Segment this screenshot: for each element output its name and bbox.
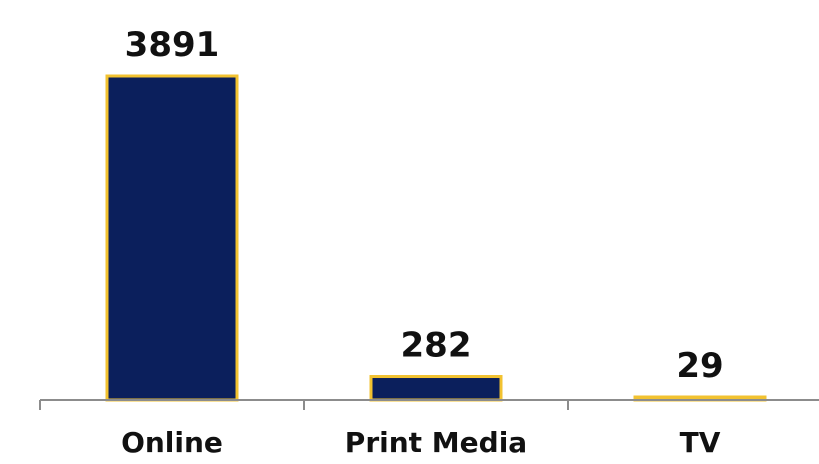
x-axis-ticks-group — [39, 400, 569, 410]
value-label: 282 — [401, 326, 472, 366]
value-label: 29 — [676, 346, 723, 386]
bars-group — [105, 74, 767, 402]
value-label: 3891 — [125, 25, 220, 65]
value-labels-group: 3891 282 29 — [125, 25, 724, 386]
category-label: Print Media — [345, 426, 527, 459]
category-labels-group: Online Print Media TV — [121, 426, 721, 459]
bar-print-media — [369, 375, 503, 402]
bar-online — [105, 74, 239, 402]
category-label: Online — [121, 426, 223, 459]
category-label: TV — [680, 426, 721, 459]
